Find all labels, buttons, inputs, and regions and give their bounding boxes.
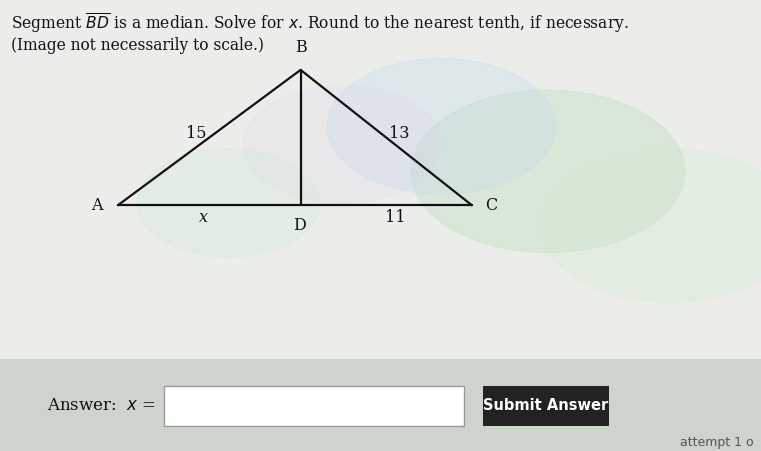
Text: D: D [293, 217, 305, 235]
FancyBboxPatch shape [483, 386, 609, 426]
Text: A: A [91, 197, 103, 214]
Text: 15: 15 [186, 124, 206, 142]
Text: (Image not necessarily to scale.): (Image not necessarily to scale.) [11, 37, 264, 54]
Text: Segment $\overline{BD}$ is a median. Solve for $x$. Round to the nearest tenth, : Segment $\overline{BD}$ is a median. Sol… [11, 11, 629, 35]
Circle shape [327, 59, 556, 194]
Text: 11: 11 [386, 209, 406, 226]
Text: C: C [486, 197, 498, 214]
Text: x: x [199, 209, 209, 226]
FancyBboxPatch shape [0, 359, 761, 451]
Text: B: B [295, 39, 307, 56]
Text: attempt 1 o: attempt 1 o [680, 436, 753, 449]
Circle shape [137, 149, 320, 257]
Circle shape [244, 86, 441, 203]
Text: 13: 13 [390, 124, 409, 142]
FancyBboxPatch shape [164, 386, 464, 426]
Circle shape [411, 90, 685, 253]
Text: Submit Answer: Submit Answer [483, 398, 609, 414]
Text: Answer:  $x$ =: Answer: $x$ = [47, 397, 158, 414]
Circle shape [540, 149, 761, 302]
